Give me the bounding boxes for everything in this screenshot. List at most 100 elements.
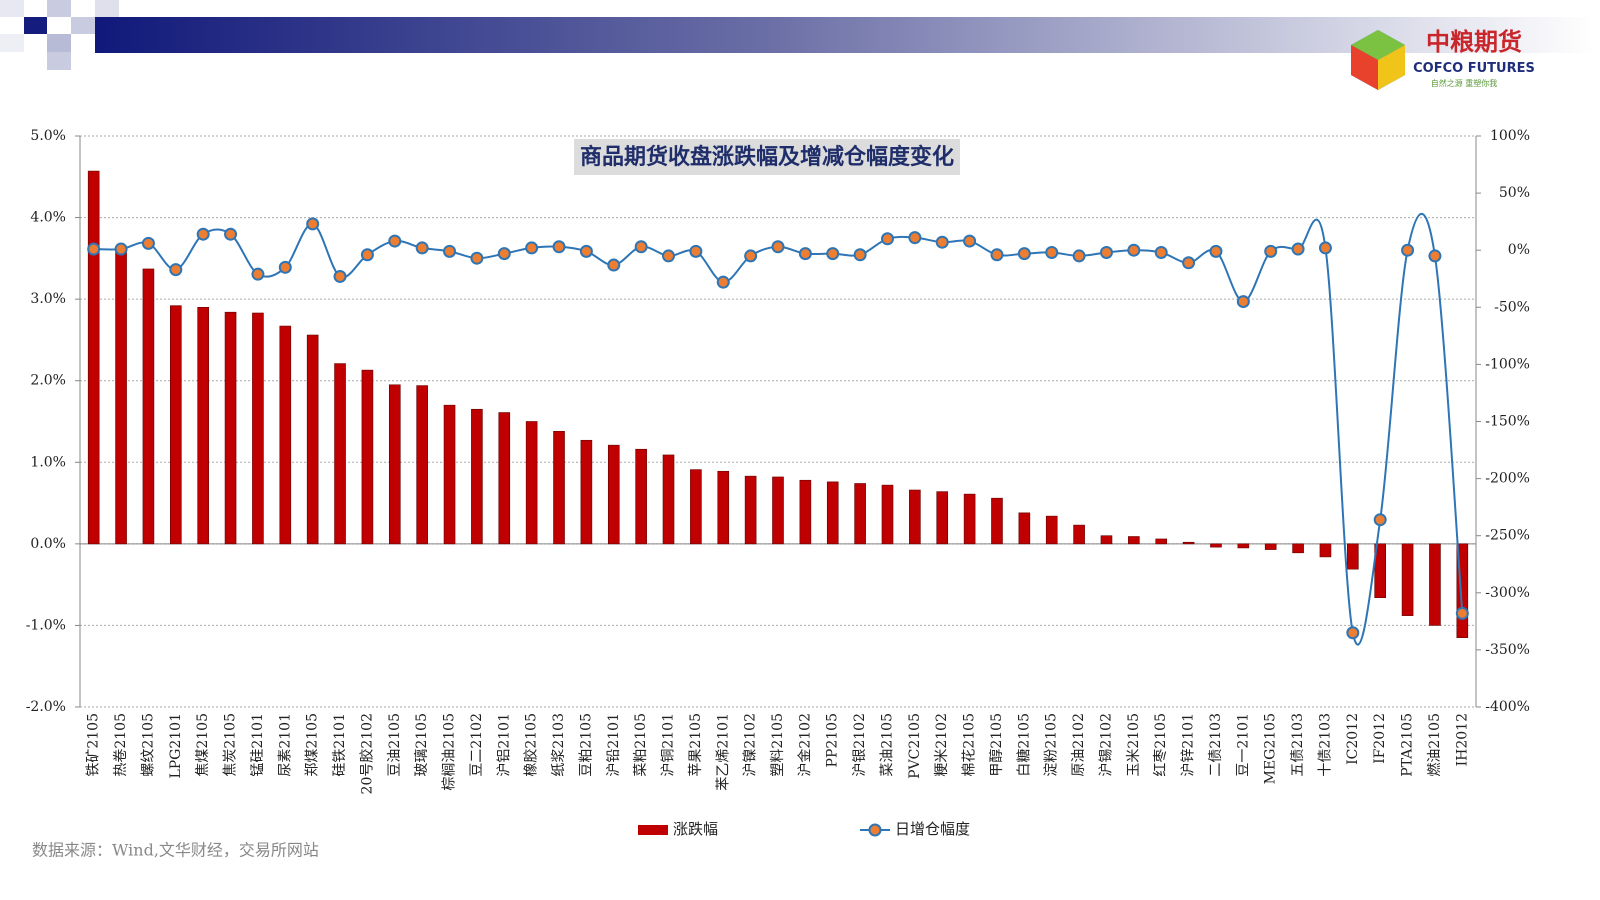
legend-swatch (638, 825, 668, 835)
bar (607, 444, 620, 545)
line-marker (963, 234, 977, 248)
title-bg (573, 139, 961, 175)
x-tick-label: 豆油2105 (387, 713, 403, 777)
line-marker (607, 258, 621, 272)
title-box (573, 139, 961, 175)
y-tick-label: 5.0% (30, 128, 66, 144)
bar (1264, 543, 1277, 550)
chart-title: 商品期货收盘涨跌幅及增减仓幅度变化 (580, 144, 954, 170)
bar (142, 268, 155, 545)
bar (826, 481, 839, 545)
logo-en: COFCO FUTURES (1413, 61, 1535, 76)
bar (963, 493, 976, 545)
line (93, 213, 1464, 646)
y-tick-label: 3.0% (30, 291, 66, 307)
bar (580, 439, 593, 545)
bar (224, 311, 237, 545)
legend-label: 日增仓幅度 (895, 820, 970, 838)
bar (361, 369, 374, 545)
line-marker (1318, 241, 1332, 255)
line-marker (278, 260, 292, 274)
bar (799, 479, 812, 545)
x-tick-label: 沪锌2101 (1181, 713, 1197, 777)
line-marker (1209, 244, 1223, 258)
x-tick-label: 焦炭2105 (223, 713, 239, 777)
bar (197, 306, 209, 545)
bar (1292, 543, 1304, 554)
x-tick-label: 硅铁2101 (332, 713, 348, 777)
x-tick-label: IF2012 (1372, 713, 1388, 764)
line-marker (114, 242, 128, 256)
line-marker (662, 249, 676, 263)
line-marker (1373, 513, 1387, 527)
x-tick-label: MEG2105 (1263, 713, 1279, 784)
line-marker (251, 267, 265, 281)
x-tick-label: IC2012 (1345, 713, 1361, 765)
line-marker (1127, 243, 1141, 257)
line-marker (716, 275, 730, 289)
source-note: 数据来源：Wind,文华财经，交易所网站 (32, 841, 319, 860)
bar (306, 334, 319, 545)
line-marker (1017, 247, 1031, 261)
x-tick-label: 苯乙烯2101 (714, 713, 731, 791)
x-tick-label: 塑料2105 (770, 713, 786, 777)
y2-tick-label: 100% (1490, 128, 1530, 144)
bar (744, 475, 757, 545)
line-marker (87, 242, 101, 256)
line-marker (689, 244, 703, 258)
bar (115, 249, 127, 545)
x-tick-label: 原油2102 (1071, 713, 1087, 777)
x-tick-label: 五债2103 (1290, 713, 1306, 777)
line-marker (771, 240, 785, 254)
x-tick-label: 玻璃2105 (413, 713, 430, 777)
y-tick-label: -2.0% (26, 699, 66, 715)
logo-cn: 中粮期货 (1426, 28, 1522, 56)
bar (1182, 541, 1195, 545)
line-marker (1154, 245, 1168, 259)
x-tick-label: 沪镍2102 (743, 713, 759, 777)
bar (854, 483, 866, 545)
line-marker (908, 231, 922, 245)
bar (1045, 515, 1058, 545)
bar (1073, 524, 1085, 545)
line-marker (224, 227, 238, 241)
line-marker (141, 236, 155, 250)
line-marker (525, 241, 539, 255)
bar (1018, 512, 1031, 545)
line-marker (1346, 626, 1360, 640)
line-marker (1236, 295, 1250, 309)
header-decor (0, 0, 1595, 70)
y-tick-label: -1.0% (26, 617, 66, 633)
bar (553, 430, 565, 545)
logo-slogan: 自然之源 重塑你我 (1431, 78, 1498, 88)
bar (252, 312, 264, 545)
line-marker (744, 249, 758, 263)
x-tick-label: 十债2103 (1317, 713, 1333, 777)
bar (772, 476, 784, 545)
bar (1429, 543, 1441, 626)
x-tick-label: 20号胶2102 (358, 713, 375, 794)
y-tick-label: 1.0% (30, 454, 66, 470)
x-tick-label: 沪银2102 (852, 713, 868, 777)
bar (909, 489, 921, 545)
line-marker (1428, 249, 1442, 263)
line-marker (1455, 606, 1469, 620)
y2-tick-label: 0% (1508, 242, 1530, 258)
line-marker (333, 269, 347, 283)
x-tick-label: 铁矿2105 (86, 713, 102, 777)
chart: 5.0% 4.0% 3.0% 2.0% 1.0% 0.0% -1.0% -2.0% 100% 50… (26, 128, 1530, 838)
bar (1401, 543, 1414, 616)
y2-tick-label: 50% (1499, 185, 1530, 201)
x-tick-label: 沪铝2101 (496, 713, 512, 777)
line-marker (579, 244, 593, 258)
y2-tick-label: -300% (1485, 585, 1530, 601)
bar (1319, 543, 1332, 558)
bar (1210, 543, 1222, 548)
y2-tick-label: -250% (1485, 528, 1530, 544)
x-tick-label: LPG2101 (168, 713, 184, 779)
x-tick-label: 淀粉2105 (1044, 713, 1060, 777)
y-tick-label: 4.0% (30, 210, 66, 226)
line-marker (826, 247, 840, 261)
line-marker (470, 251, 484, 265)
